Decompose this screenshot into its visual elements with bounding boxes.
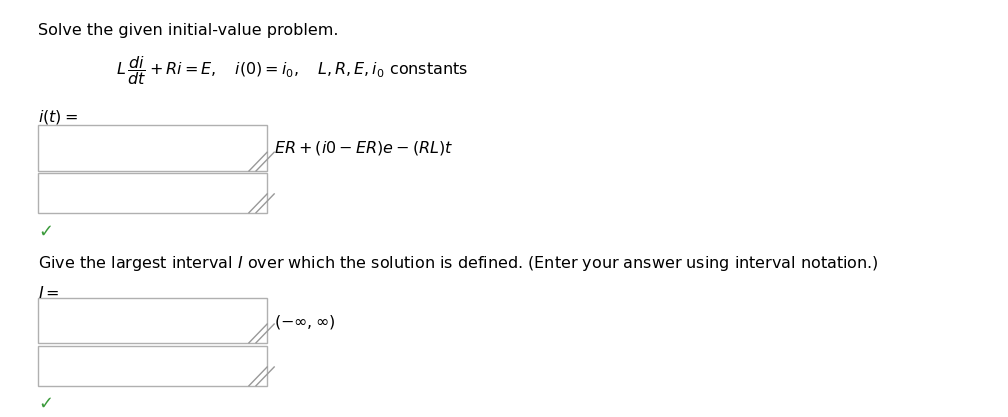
Text: $i(t) =$: $i(t) =$ [38,108,79,126]
Text: Give the largest interval $I$ over which the solution is defined. (Enter your an: Give the largest interval $I$ over which… [38,254,879,273]
Text: $L\,\dfrac{di}{dt} + Ri = E,\quad i(0) = i_0,\quad L, R, E, i_0\ \mathrm{constan: $L\,\dfrac{di}{dt} + Ri = E,\quad i(0) =… [116,54,468,88]
Text: $\mathit{ER+(i0-ER)e-(RL)t}$: $\mathit{ER+(i0-ER)e-(RL)t}$ [274,139,454,157]
Bar [38,298,267,343]
Bar [38,125,267,171]
Text: $(-\infty,\infty)$: $(-\infty,\infty)$ [274,313,336,331]
Text: ✓: ✓ [38,394,53,413]
Text: $I =$: $I =$ [38,285,59,301]
Bar [38,173,267,213]
Text: Solve the given initial-value problem.: Solve the given initial-value problem. [38,23,339,38]
Bar [38,346,267,386]
Text: ✓: ✓ [38,222,53,241]
